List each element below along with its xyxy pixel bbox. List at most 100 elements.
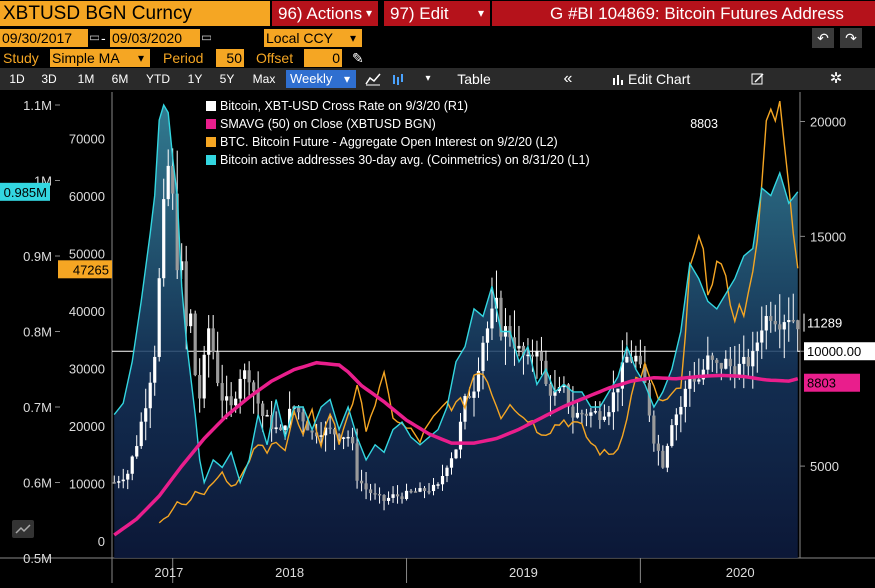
price-bar-body: [593, 411, 597, 413]
range-button-1m[interactable]: 1M: [77, 72, 95, 86]
price-bar-body: [332, 429, 337, 435]
price-bar-body: [422, 488, 427, 492]
range-button-max[interactable]: Max: [252, 72, 276, 86]
line-chart-icon[interactable]: [362, 70, 384, 88]
range-button-6m[interactable]: 6M: [111, 72, 129, 86]
price-bar-body: [539, 351, 544, 361]
range-button-1y[interactable]: 1Y: [187, 72, 203, 86]
price-bar-body: [625, 356, 629, 363]
l1-tick-label: 0.8M: [23, 325, 52, 340]
price-bar-body: [256, 391, 260, 404]
price-bar-body: [341, 437, 346, 439]
price-bar-body: [755, 342, 759, 351]
redo-button[interactable]: ↷: [840, 28, 862, 48]
price-bar-body: [778, 324, 782, 330]
l2-tick-label: 0: [98, 534, 105, 549]
calendar-icon[interactable]: ▭: [201, 30, 211, 44]
sma-last-marker: 8803: [807, 376, 836, 391]
price-bar-body: [427, 491, 431, 493]
price-bar-body: [760, 330, 764, 343]
r1-tick-label: 15000: [810, 229, 846, 244]
price-bar-body: [112, 482, 116, 484]
frequency-select[interactable]: Weekly: [286, 70, 356, 88]
study-select[interactable]: Simple MA: [50, 49, 150, 67]
range-button-3d[interactable]: 3D: [41, 72, 57, 86]
price-bar-body: [661, 450, 665, 468]
calendar-icon[interactable]: ▭: [89, 30, 99, 44]
price-bar-body: [409, 490, 413, 493]
price-bar-body: [171, 165, 175, 194]
price-bar-body: [189, 313, 193, 327]
price-bar-body: [319, 435, 323, 437]
price-bar-body: [733, 366, 737, 378]
x-tick-label: 2017: [154, 565, 183, 580]
offset-input[interactable]: 0: [304, 49, 342, 67]
range-button-ytd[interactable]: YTD: [146, 72, 170, 86]
start-date-field[interactable]: 09/30/2017: [0, 29, 88, 47]
price-bar-body: [184, 261, 188, 327]
price-bar-body: [580, 412, 584, 415]
price-bar-body: [445, 467, 449, 476]
price-bar-body: [472, 391, 476, 398]
bar-chart-icon[interactable]: [388, 70, 410, 88]
annotate-icon[interactable]: [748, 70, 768, 88]
l2-tick-label: 30000: [69, 361, 105, 376]
price-bar-body: [225, 396, 229, 401]
price-bar-body: [526, 354, 530, 357]
edit-menu-button[interactable]: 97) Edit: [384, 1, 490, 26]
date-separator: -: [101, 30, 106, 46]
actions-menu-button[interactable]: 96) Actions: [272, 1, 378, 26]
axis-markers-group: 0.985M 47265 11289 10000.00 8803: [0, 182, 875, 392]
price-bar-body: [323, 427, 328, 436]
price-bar-body: [175, 193, 179, 271]
legend-entry-value: 8803: [690, 117, 718, 131]
price-bar-body: [337, 434, 341, 439]
l1-tick-label: 0.7M: [23, 400, 52, 415]
price-bar-body: [787, 320, 791, 323]
l1-tick-label: 0.9M: [23, 249, 52, 264]
end-date-field[interactable]: 09/03/2020: [110, 29, 200, 47]
price-bar-body: [220, 383, 224, 401]
price-bar-body: [216, 352, 220, 384]
pencil-icon[interactable]: ✎: [352, 50, 364, 66]
aa-last-marker: 0.985M: [4, 185, 47, 200]
table-button[interactable]: Table: [457, 71, 491, 87]
legend-entry-label: BTC. Bitcoin Future - Aggregate Open Int…: [220, 135, 558, 149]
price-bar-body: [234, 398, 238, 406]
x-tick-label: 2018: [275, 565, 304, 580]
undo-icon: ↶: [817, 30, 829, 46]
range-button-1d[interactable]: 1D: [9, 72, 25, 86]
ticker-field[interactable]: XBTUSD BGN Curncy: [0, 1, 270, 26]
price-bar-body: [252, 382, 256, 392]
price-bar-body: [454, 449, 458, 459]
legend-swatch: [206, 101, 216, 111]
edit-chart-icon[interactable]: [608, 70, 628, 88]
price-bar-body: [481, 342, 485, 371]
study-bar: Study Simple MA Period 50 Offset 0 ✎: [0, 48, 875, 68]
l2-tick-label: 20000: [69, 419, 105, 434]
price-bar-body: [638, 355, 642, 365]
study-label: Study: [3, 50, 39, 66]
price-bar-body: [710, 355, 714, 360]
price-bar-body: [395, 494, 400, 497]
l2-tick-label: 60000: [69, 189, 105, 204]
undo-button[interactable]: ↶: [812, 28, 834, 48]
price-bar-body: [198, 375, 202, 399]
price-bar-body: [494, 297, 499, 309]
edit-chart-button[interactable]: Edit Chart: [628, 71, 691, 87]
price-bar-body: [742, 356, 746, 364]
price-last-marker: 11289: [807, 316, 842, 331]
collapse-icon[interactable]: «: [563, 70, 573, 87]
settings-gear-icon[interactable]: ✲: [829, 70, 843, 87]
r1-tick-label: 5000: [810, 459, 839, 474]
range-button-5y[interactable]: 5Y: [219, 72, 235, 86]
study-value: Simple MA: [52, 50, 120, 66]
price-bar-body: [697, 379, 701, 382]
currency-select[interactable]: Local CCY: [264, 29, 362, 47]
chart-area: 0.5M 0.6M 0.7M 0.8M 0.9M 1M 1.1M 0 10000 20000 300…: [0, 90, 875, 583]
price-bar-body: [238, 378, 242, 399]
period-input[interactable]: 50: [216, 49, 244, 67]
chart-type-dropdown-icon[interactable]: ▾: [425, 73, 431, 84]
chart-zoom-icon[interactable]: [12, 520, 34, 538]
price-bar-body: [553, 391, 557, 396]
